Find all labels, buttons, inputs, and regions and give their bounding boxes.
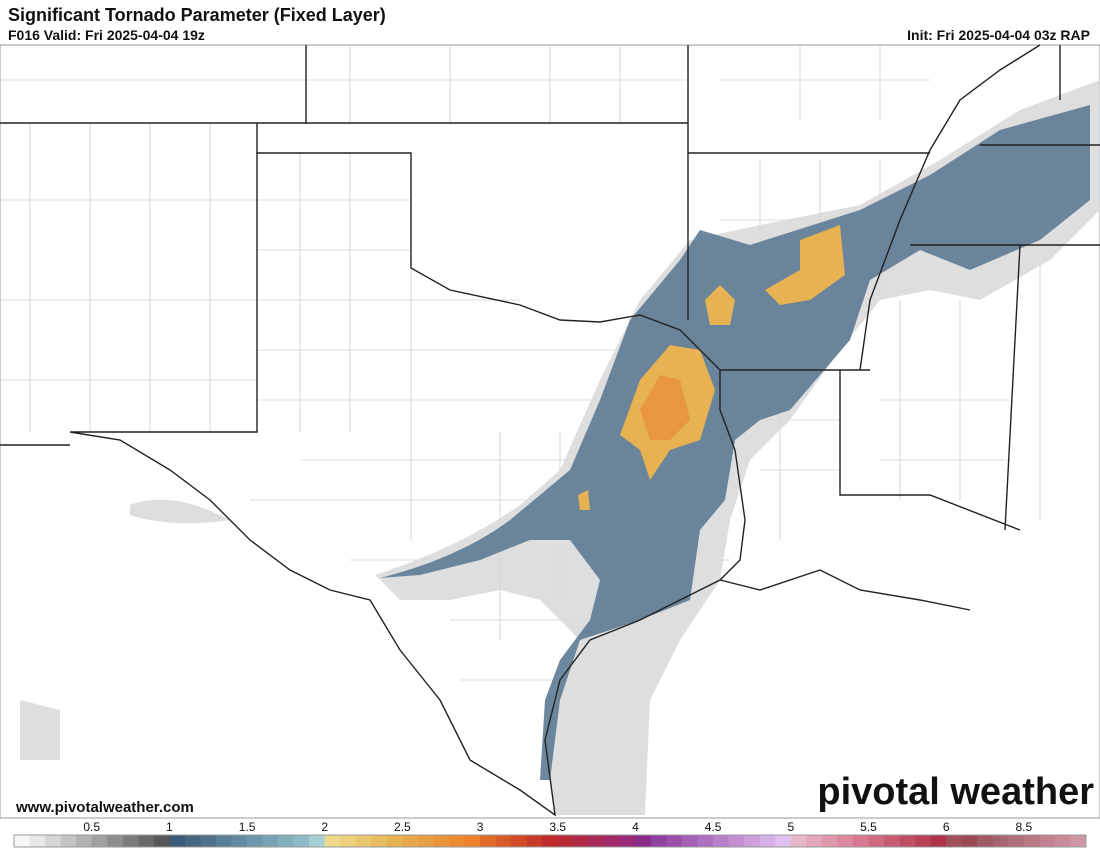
colorbar-swatch [495, 835, 512, 847]
colorbar-swatch [464, 835, 481, 847]
colorbar-swatch [728, 835, 745, 847]
colorbar-swatch [821, 835, 838, 847]
colorbar-swatch [682, 835, 698, 847]
colorbar-swatch [247, 835, 263, 847]
colorbar-swatch [977, 835, 994, 847]
colorbar-swatch [868, 835, 885, 847]
colorbar-label: 5.5 [860, 820, 877, 834]
colorbar-swatch [930, 835, 947, 847]
colorbar-swatch [697, 835, 714, 847]
texas-outline [69, 152, 746, 817]
colorbar-label: 3 [477, 820, 484, 834]
colorbar-swatch [915, 835, 931, 847]
colorbar-swatch [961, 835, 978, 847]
colorbar-swatch [790, 835, 807, 847]
colorbar-swatch [153, 835, 170, 847]
colorbar: 0.5 1 1.5 2 2.5 3 3.5 4 4.5 5 5.5 6 8.5 [13, 820, 1087, 848]
colorbar-swatch [526, 835, 543, 847]
shading-blue [380, 105, 1090, 780]
colorbar-swatch [107, 835, 124, 847]
colorbar-swatch [449, 835, 465, 847]
website: www.pivotalweather.com [15, 799, 194, 816]
colorbar-swatch [992, 835, 1009, 847]
colorbar-swatch [91, 835, 108, 847]
colorbar-swatch [573, 835, 590, 847]
valid-time: F016 Valid: Fri 2025-04-04 19z [8, 27, 205, 43]
colorbar-label: 1.5 [239, 820, 256, 834]
colorbar-swatch [619, 835, 636, 847]
init-time: Init: Fri 2025-04-04 03z RAP [907, 27, 1090, 43]
colorbar-swatch [511, 835, 527, 847]
colorbar-swatch [386, 835, 403, 847]
colorbar-swatch [231, 835, 248, 847]
colorbar-swatch [371, 835, 388, 847]
colorbar-swatch [604, 835, 621, 847]
state-lines [0, 44, 1100, 611]
colorbar-swatch [650, 835, 667, 847]
colorbar-label: 0.5 [83, 820, 100, 834]
colorbar-swatch [293, 835, 310, 847]
colorbar-swatch [1008, 835, 1025, 847]
logo: pivotal weather [817, 771, 1094, 813]
map [0, 44, 1100, 819]
colorbar-label: 3.5 [549, 820, 566, 834]
colorbar-swatch [775, 835, 792, 847]
colorbar-swatch [324, 835, 341, 847]
colorbar-label: 4 [632, 820, 639, 834]
colorbar-swatch [480, 835, 496, 847]
colorbar-label: 2 [321, 820, 328, 834]
colorbar-swatch [837, 835, 854, 847]
colorbar-swatch [744, 835, 761, 847]
colorbar-swatch [666, 835, 683, 847]
colorbar-swatch [76, 835, 92, 847]
colorbar-swatch [309, 835, 326, 847]
colorbar-swatch [122, 835, 139, 847]
colorbar-label: 5 [787, 820, 794, 834]
colorbar-swatch [884, 835, 900, 847]
colorbar-swatch [262, 835, 279, 847]
colorbar-frame [13, 834, 1087, 848]
colorbar-swatch [340, 835, 357, 847]
colorbar-label: 8.5 [1016, 820, 1033, 834]
colorbar-swatch [433, 835, 450, 847]
colorbar-swatch [852, 835, 869, 847]
colorbar-swatch [557, 835, 574, 847]
colorbar-swatch [402, 835, 419, 847]
title: Significant Tornado Parameter (Fixed Lay… [8, 5, 386, 25]
colorbar-swatch [215, 835, 232, 847]
colorbar-swatch [29, 835, 46, 847]
colorbar-swatch [138, 835, 155, 847]
colorbar-swatch [635, 835, 652, 847]
shading-orange [578, 225, 845, 510]
colorbar-swatch [588, 835, 605, 847]
colorbar-swatch [417, 835, 434, 847]
colorbar-swatch [60, 835, 77, 847]
colorbar-label: 4.5 [705, 820, 722, 834]
colorbar-swatch [355, 835, 372, 847]
colorbar-swatch [1023, 835, 1040, 847]
colorbar-label: 1 [166, 820, 173, 834]
colorbar-swatch [759, 835, 776, 847]
colorbar-swatch [713, 835, 729, 847]
colorbar-swatch [169, 835, 186, 847]
colorbar-swatch [1039, 835, 1056, 847]
colorbar-swatch [1054, 835, 1071, 847]
colorbar-swatch [946, 835, 963, 847]
colorbar-swatch [278, 835, 294, 847]
colorbar-swatch [14, 835, 30, 847]
colorbar-swatch [1070, 835, 1087, 847]
colorbar-swatch [184, 835, 201, 847]
colorbar-swatch [899, 835, 916, 847]
shading-dark-orange [640, 375, 690, 440]
colorbar-label: 2.5 [394, 820, 411, 834]
colorbar-swatch [45, 835, 61, 847]
colorbar-label: 6 [943, 820, 950, 834]
colorbar-swatch [542, 835, 559, 847]
colorbar-swatch [806, 835, 823, 847]
colorbar-swatch [200, 835, 217, 847]
